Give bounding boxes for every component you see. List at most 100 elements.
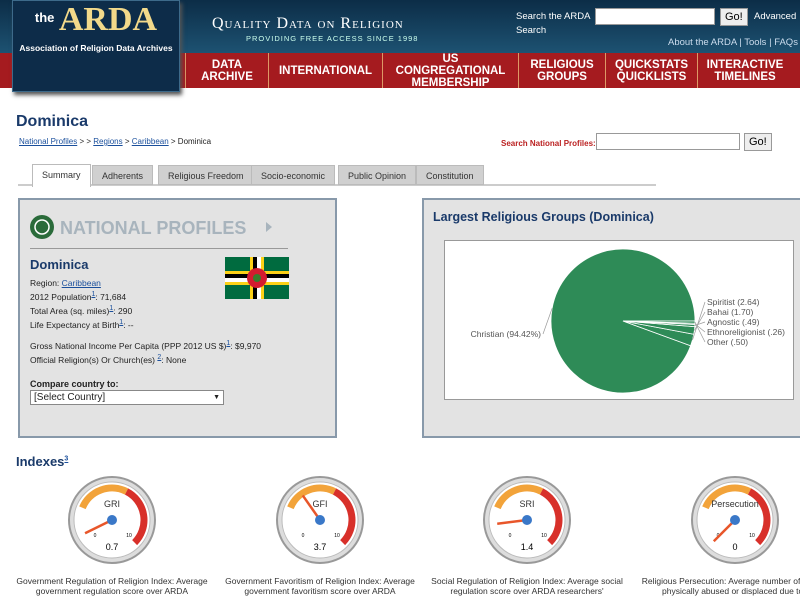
fact-label: Total Area (sq. miles) — [30, 305, 110, 316]
gauge-band — [79, 484, 129, 510]
gauge-label: Persecution — [711, 499, 759, 509]
gauge-scale-label: 10 — [541, 533, 547, 539]
gauges: 0 10 GRI 0.7 Government Regulation of Religi… — [16, 476, 800, 596]
facts: Region: Caribbean 2012 Population1: 71,6… — [30, 277, 261, 366]
header-link[interactable]: About the ARDA — [668, 37, 737, 48]
gauge-label: GRI — [104, 499, 120, 509]
gauge-band — [124, 488, 148, 546]
gauge-band — [702, 484, 752, 510]
crumb-text: > — [122, 137, 132, 146]
indexes-note[interactable]: 3 — [64, 455, 69, 463]
pie-label: Ethnoreligionist (.26) — [707, 327, 785, 337]
gauge-scale-label: 10 — [334, 533, 340, 539]
gauge-scale-label: 10 — [749, 533, 755, 539]
caption-box: Government Favoritism of Religion Index:… — [225, 576, 415, 596]
tab[interactable]: Summary — [32, 164, 91, 187]
tab[interactable]: Socio-economic — [251, 165, 336, 185]
pie-slice — [622, 320, 696, 324]
fact-value: : 290 — [113, 305, 133, 316]
compare-label: Compare country to: — [30, 379, 119, 389]
nav-item[interactable]: INTERNATIONAL — [268, 53, 382, 88]
globe-ring — [34, 219, 50, 235]
gauge-band — [747, 488, 771, 546]
page-title: Dominica — [16, 113, 89, 130]
tab[interactable]: Adherents — [92, 165, 154, 185]
search-label: Search the ARDA — [516, 11, 591, 22]
profile-search-input[interactable] — [596, 133, 740, 150]
logo[interactable]: the ARDA Association of Religion Data Ar… — [12, 0, 180, 92]
fact-label: 2012 Population — [30, 291, 92, 302]
fact-value: : -- — [123, 319, 134, 330]
search-button[interactable]: Go! — [720, 8, 748, 26]
pie-panel: Largest Religious Groups (Dominica) Chri… — [422, 198, 800, 438]
gauge-hub — [315, 515, 325, 525]
gauge-band — [539, 488, 563, 546]
tab[interactable]: Public Opinion — [338, 165, 417, 185]
compare-select-text: [Select Country] — [34, 392, 106, 403]
fact-note[interactable]: 1 — [119, 318, 124, 326]
gauge-label: SRI — [519, 499, 534, 509]
nav-item[interactable]: QUICKSTATS QUICKLISTS — [605, 53, 697, 88]
fact-value: : None — [161, 355, 187, 366]
header-links: About the ARDA | Tools | FAQs — [668, 37, 798, 48]
gauge-caption: Religious Persecution: Average number of… — [641, 576, 800, 596]
logo-sub: Association of Religion Data Archives — [19, 43, 173, 53]
fact-value: : $9,970 — [230, 341, 262, 352]
crumb-text: > Dominica — [168, 137, 212, 146]
header-link[interactable]: Tools — [744, 37, 767, 48]
nav-item[interactable]: DATA ARCHIVE — [185, 53, 268, 88]
banner-text: NATIONAL PROFILES — [60, 218, 246, 238]
pie-title: Largest Religious Groups (Dominica) — [433, 210, 654, 224]
fact-value: : 71,684 — [95, 291, 127, 302]
fact-note[interactable]: 1 — [91, 291, 96, 298]
crumb-link[interactable]: National Profiles — [19, 137, 78, 146]
fact-label: Gross National Income Per Capita (PPP 20… — [30, 341, 227, 352]
compare-select[interactable]: [Select Country] ▼ — [30, 390, 224, 405]
banner-arrow — [266, 222, 272, 232]
profile-search-button[interactable]: Go! — [744, 133, 772, 151]
globe-icon — [30, 215, 54, 239]
header-link[interactable]: FAQs — [774, 37, 798, 48]
fact-row: 2012 Population1: 71,684 — [30, 289, 261, 303]
country-name: Dominica — [30, 257, 89, 272]
fact-note[interactable]: 2 — [157, 354, 162, 362]
crumb-link[interactable]: Caribbean — [131, 137, 169, 146]
leader-line — [694, 311, 706, 331]
search-input[interactable] — [595, 8, 715, 25]
gauge-label: GFI — [313, 499, 328, 509]
leader-line — [692, 301, 706, 341]
nav-item[interactable]: INTERACTIVE TIMELINES — [697, 53, 792, 88]
gauge-band — [494, 484, 544, 510]
gauge-band — [332, 488, 356, 546]
gauge-scale-label: 0 — [94, 533, 97, 539]
gauge-value: 0 — [732, 542, 737, 552]
gauge-needle — [84, 518, 113, 535]
breadcrumb: National Profiles > > Regions > Caribbea… — [19, 137, 211, 146]
fact-note[interactable]: 1 — [226, 340, 231, 348]
caption-box: Government Regulation of Religion Index:… — [16, 576, 208, 596]
search-word: Search — [516, 25, 547, 36]
flag — [225, 257, 289, 299]
nav-item[interactable]: RELIGIOUS GROUPS — [518, 53, 605, 88]
tagline: Quality Data on Religion — [212, 15, 404, 32]
gauge-band — [287, 484, 337, 510]
tab[interactable]: Constitution — [416, 165, 484, 185]
fact-row: Official Religion(s) Or Church(es) 2: No… — [30, 352, 261, 366]
tagline-sub: PROVIDING FREE ACCESS SINCE 1998 — [246, 34, 419, 43]
gauge-scale-label: 0 — [509, 533, 512, 539]
crumb-link[interactable]: Regions — [93, 137, 123, 146]
pie-label: Christian (94.42%) — [471, 329, 542, 339]
advanced-link[interactable]: Advanced — [754, 11, 797, 22]
separator: | — [736, 37, 745, 48]
fact-row: Gross National Income Per Capita (PPP 20… — [30, 338, 261, 352]
gauge-caption: Government Regulation of Religion Index:… — [16, 576, 208, 596]
fact-note[interactable]: 1 — [109, 304, 114, 312]
facts-list: 2012 Population1: 71,684 Total Area (sq. … — [30, 289, 261, 330]
gauge-hub — [730, 515, 740, 525]
tab[interactable]: Religious Freedom — [158, 165, 254, 185]
region-link[interactable]: Caribbean — [61, 278, 101, 288]
crumb-text: > > — [77, 137, 94, 146]
separator: | — [766, 37, 775, 48]
banner-rule — [30, 248, 288, 249]
nav-item[interactable]: US CONGREGATIONAL MEMBERSHIP — [382, 53, 518, 89]
